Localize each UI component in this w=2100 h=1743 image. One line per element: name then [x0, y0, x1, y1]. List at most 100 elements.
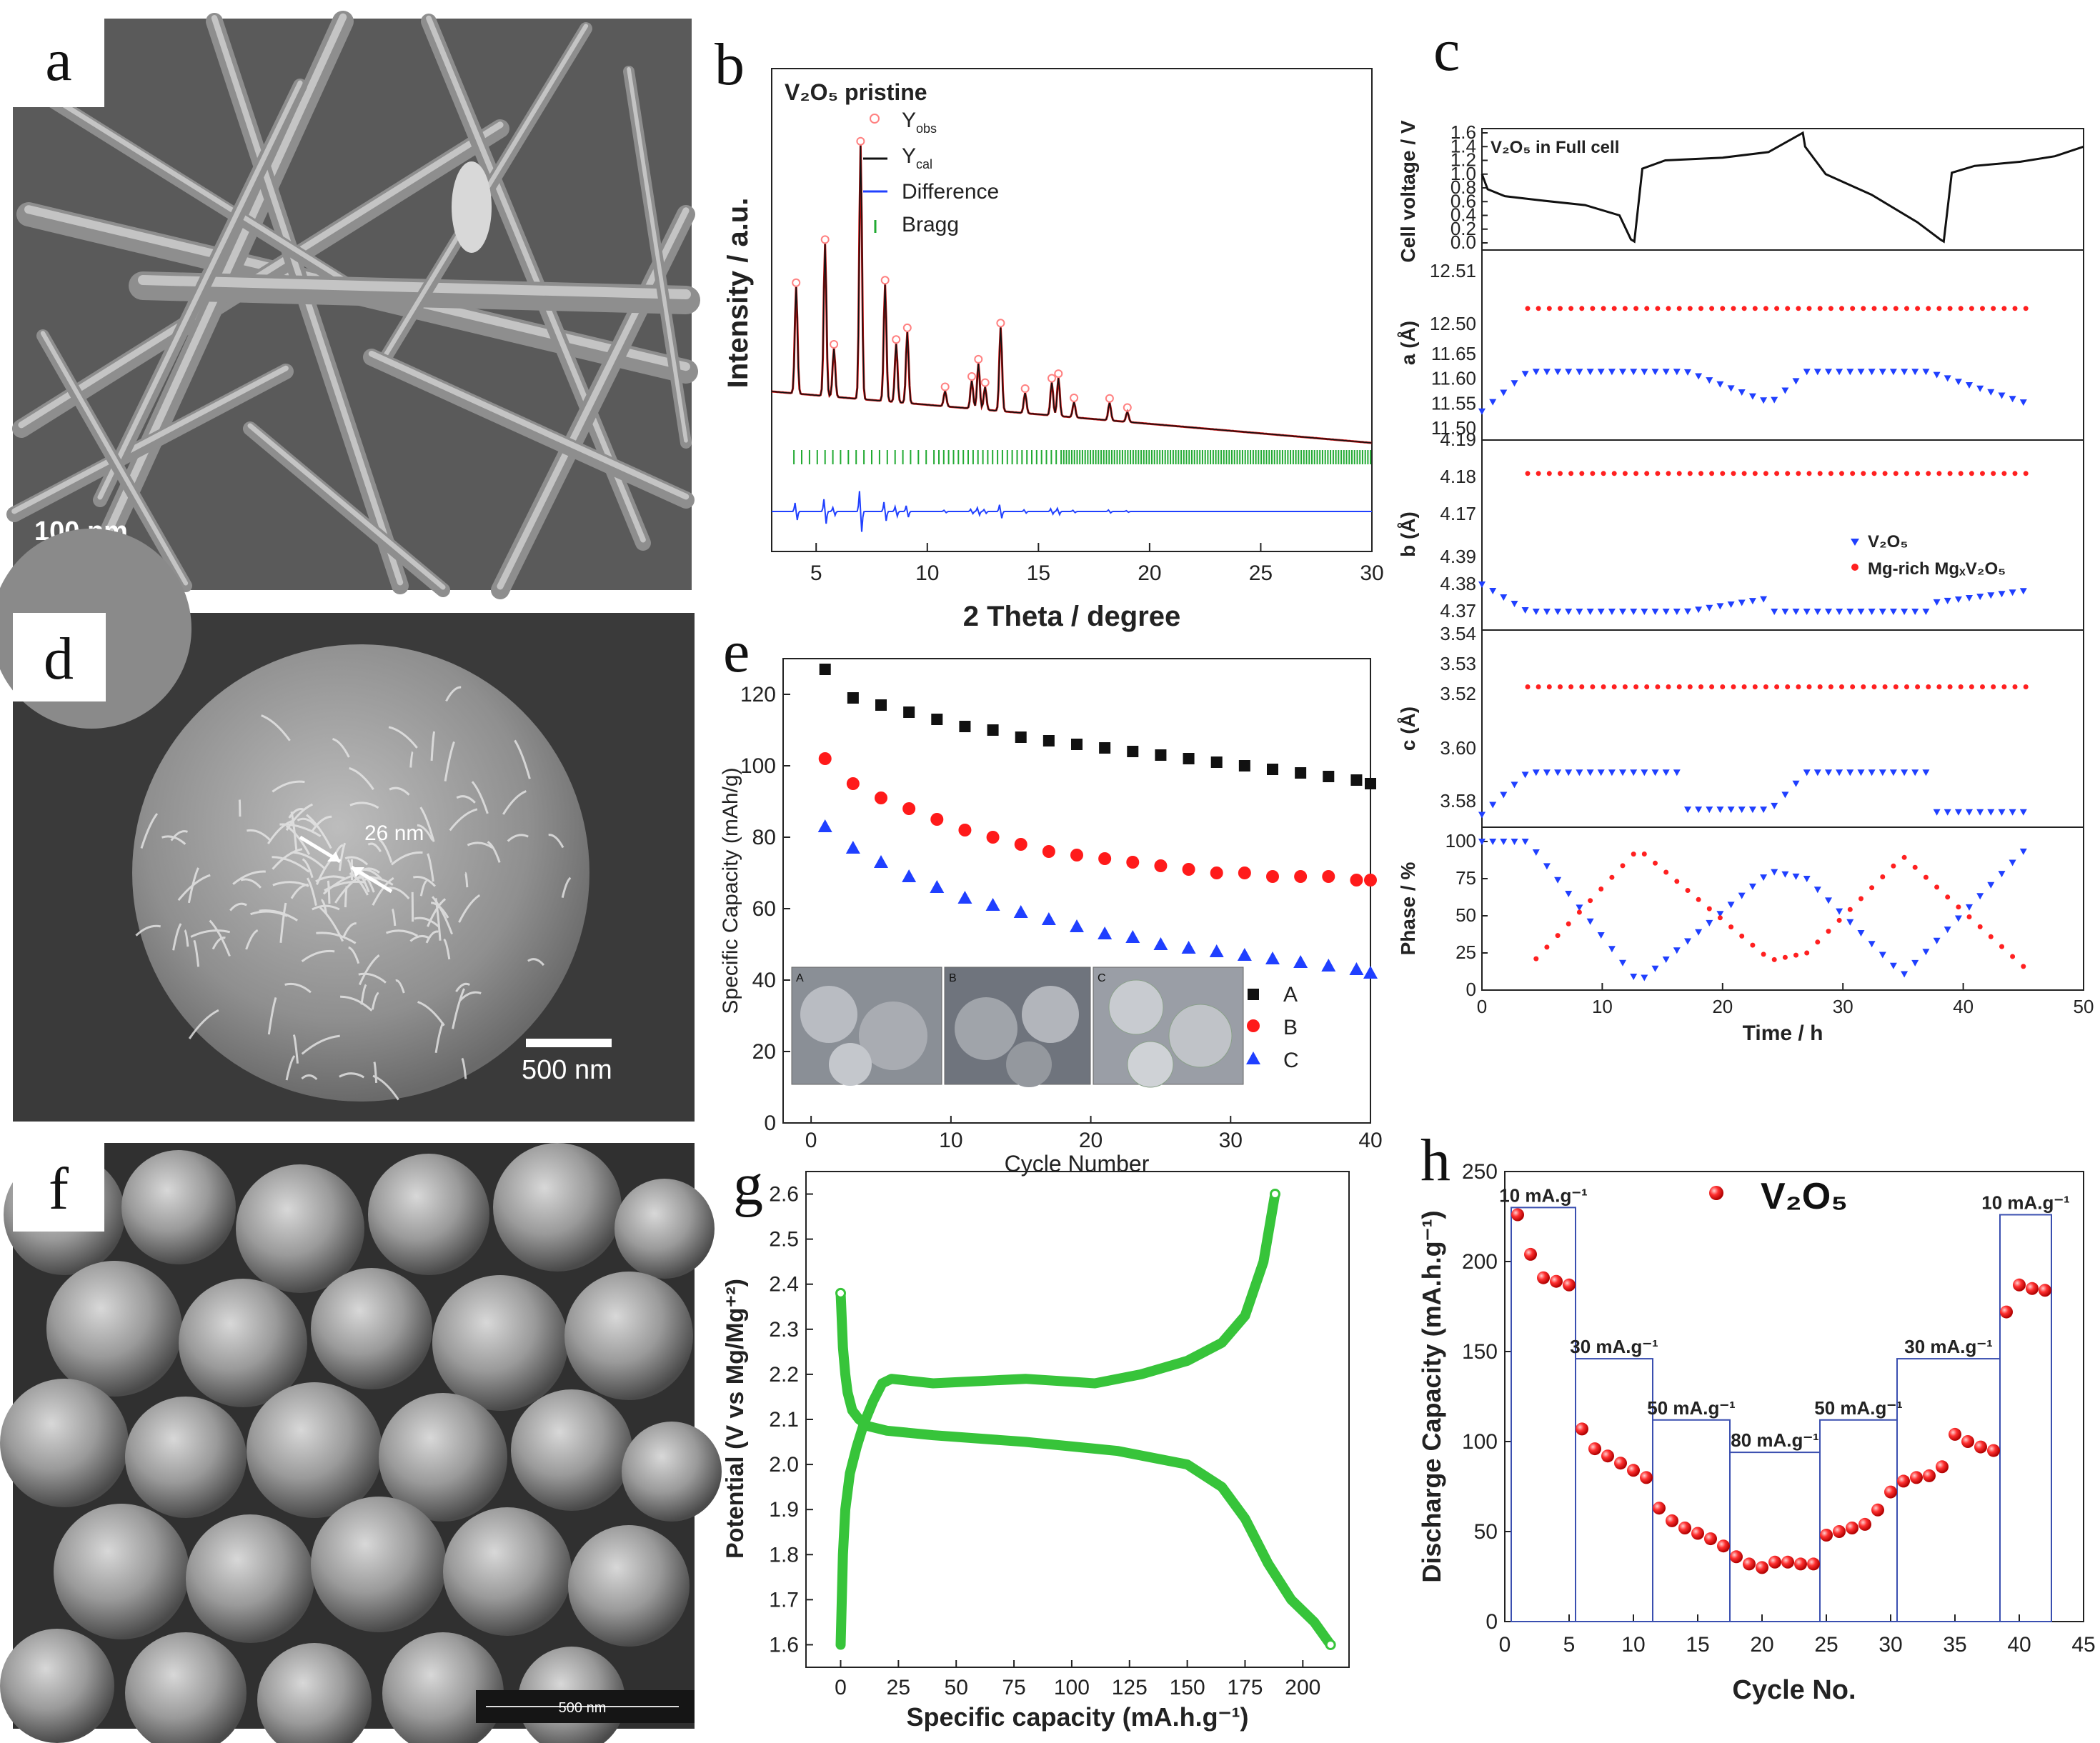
c-phase-v2o5-point	[1998, 871, 2006, 878]
xrd-difference-line	[772, 491, 1372, 532]
petal-82	[344, 856, 369, 866]
c-a-mg-point	[1861, 306, 1866, 311]
petal-17	[342, 922, 357, 937]
c-a-v2o5-point	[1803, 369, 1811, 376]
c-a-mg-point	[1676, 306, 1682, 311]
sphere-7	[179, 1279, 307, 1407]
h-rate-box-5	[1896, 1358, 2001, 1622]
c-c-v2o5-point	[1813, 769, 1821, 776]
c-a-v2o5-point	[1543, 369, 1551, 376]
c-a-v2o5-point	[1608, 369, 1616, 376]
g-y-tick-9: 2.5	[769, 1228, 799, 1252]
e-point-B-18	[1322, 870, 1335, 883]
panel-e-inset-a-grain-3	[829, 1043, 872, 1086]
c-phase-v2o5-point	[1889, 962, 1897, 969]
c-a-mg-point	[1839, 306, 1844, 311]
c-c-v2o5-point	[1511, 781, 1518, 789]
e-point-A-5	[959, 721, 971, 732]
c-phase-mg-point	[1631, 851, 1636, 857]
c-a-v2o5-point	[1813, 369, 1821, 376]
panel-f-scale-label: 500 nm	[559, 1700, 607, 1716]
panel-e-inset-b-label: B	[949, 972, 957, 984]
g-curve-discharge	[835, 1288, 1336, 1650]
c-a-mg-point	[1536, 306, 1541, 311]
c-a-lower-tick-1: 11.55	[1431, 392, 1476, 414]
xrd-obs-marker-12	[1020, 384, 1030, 393]
c-c-v2o5-point	[1803, 769, 1811, 776]
h-point-37	[1987, 1444, 2000, 1457]
c-a-v2o5-point	[1901, 369, 1909, 376]
petal-46	[285, 803, 314, 831]
c-c-v2o5-point	[1954, 809, 1962, 816]
c-phase-v2o5-point	[2009, 859, 2016, 866]
fiber-highlight-11	[368, 351, 690, 500]
c-c-mg-point	[1871, 684, 1877, 689]
c-b-v2o5-point	[1771, 609, 1778, 615]
e-point-B-19	[1350, 874, 1363, 887]
e-point-A-10	[1099, 742, 1111, 754]
c-b-v2o5-point	[1619, 609, 1626, 615]
c-phase-mg-point	[1750, 942, 1756, 948]
c-a-mg-point	[2023, 306, 2029, 311]
xrd-obs-marker-4	[880, 276, 890, 285]
c-c-v2o5-point	[1933, 809, 1941, 816]
petal-8	[461, 1057, 467, 1079]
c-c-mg-point	[1590, 684, 1596, 689]
e-point-B-1	[846, 777, 860, 790]
petal-129	[272, 848, 303, 870]
c-b-v2o5-point	[1576, 609, 1583, 615]
c-b-v2o5-point	[1878, 609, 1886, 615]
c-a-mg-point	[1882, 306, 1888, 311]
c-b-v2o5-point	[1966, 595, 1973, 601]
h-point-23	[1807, 1557, 1820, 1571]
h-point-5	[1576, 1422, 1588, 1436]
sphere-5	[614, 1179, 715, 1279]
c-x-tick-5: 50	[2074, 996, 2094, 1017]
c-a-v2o5-point	[1781, 387, 1789, 394]
e-x-tick-4: 40	[1358, 1129, 1382, 1152]
panel-c-label: c	[1433, 17, 1460, 84]
c-b-v2o5-point	[1608, 609, 1616, 615]
b-x-tick-1: 10	[915, 561, 939, 585]
fiber-blob	[452, 161, 492, 253]
c-a-mg-point	[1947, 306, 1953, 311]
e-point-A-12	[1155, 749, 1167, 761]
petal-102	[349, 801, 379, 809]
petal-65	[452, 988, 465, 1029]
c-a-v2o5-point	[1878, 369, 1886, 376]
h-point-28	[1871, 1503, 1884, 1517]
petal-106	[301, 949, 335, 963]
c-b-v2o5-point	[1954, 596, 1962, 603]
c-phase-mg-point	[1555, 933, 1561, 939]
c-a-mg-point	[1709, 306, 1715, 311]
petal-72	[297, 817, 317, 826]
e-point-C-13	[1181, 941, 1196, 954]
e-point-C-8	[1041, 912, 1056, 925]
h-point-36	[1974, 1440, 1987, 1454]
e-point-C-12	[1153, 937, 1168, 950]
c-phase-mg-point	[1728, 924, 1734, 930]
c-phase-mg-point	[1761, 952, 1766, 957]
e-x-tick-2: 20	[1079, 1129, 1103, 1152]
panel-b-legend-obs: Yobs	[902, 109, 937, 136]
sphere-24	[257, 1643, 372, 1743]
c-b-mg-point	[1893, 471, 1899, 476]
c-phase-tick-4: 100	[1445, 830, 1476, 851]
c-c-v2o5-point	[1857, 769, 1865, 776]
g-x-tick-4: 100	[1054, 1676, 1090, 1699]
panel-c-a-y-title: a (Å)	[1397, 321, 1419, 365]
c-volt-tick-1: 0.2	[1450, 218, 1476, 239]
panel-g-label: g	[733, 1152, 763, 1218]
xrd-obs-marker-5	[892, 335, 901, 344]
c-c-mg-point	[1720, 684, 1726, 689]
c-c-v2o5-point	[1684, 806, 1691, 814]
h-x-tick-7: 35	[1943, 1633, 1966, 1657]
c-a-mg-point	[1546, 306, 1552, 311]
xrd-obs-marker-9	[974, 354, 983, 364]
e-x-tick-1: 10	[939, 1129, 962, 1152]
c-b-mg-point	[1687, 471, 1693, 476]
xrd-obs-marker-16	[1105, 394, 1114, 403]
e-point-B-17	[1294, 870, 1308, 883]
c-c-mg-point	[1969, 684, 1974, 689]
